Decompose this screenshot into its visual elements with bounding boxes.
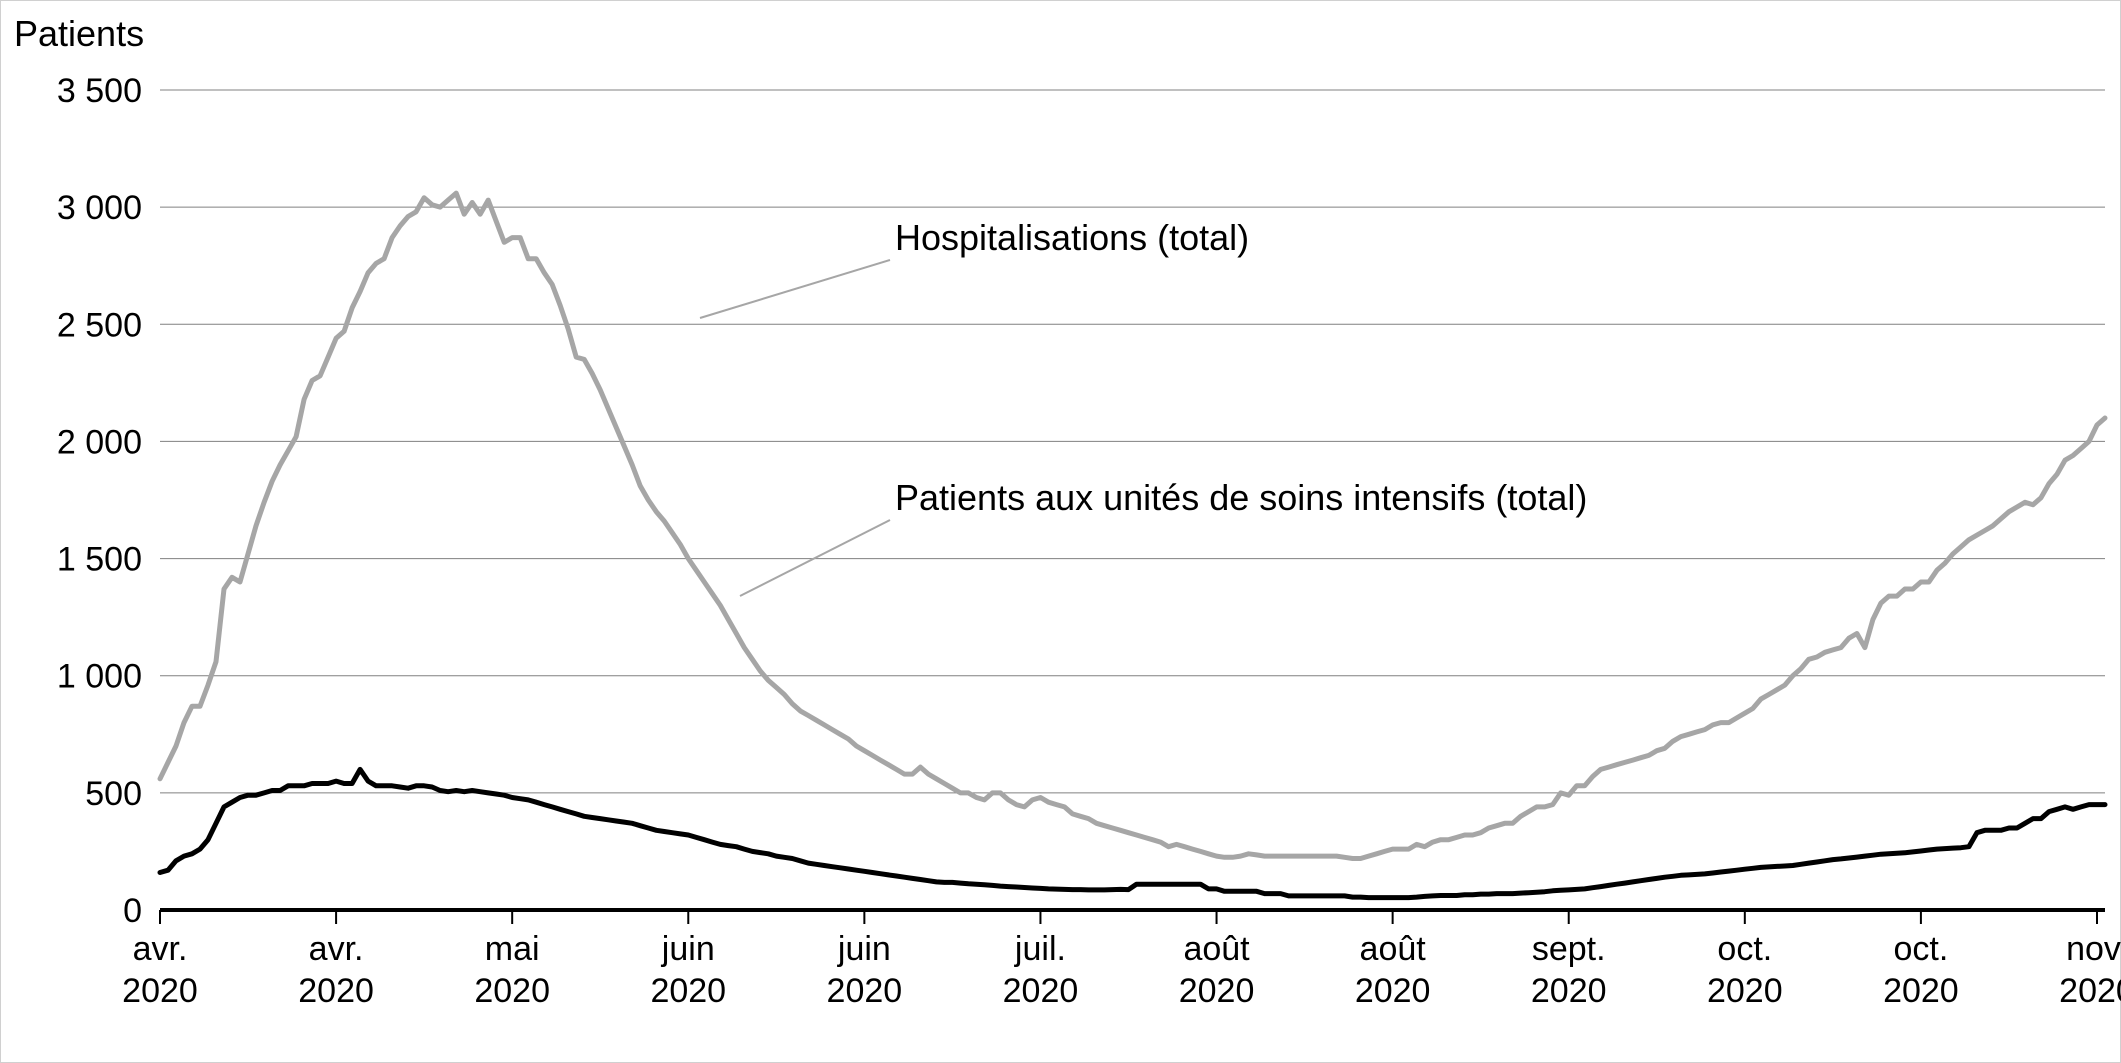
- y-tick-label: 0: [123, 892, 142, 930]
- line-chart: 0 500 1 000 1 500 2 000 2 500 3 000 3 500 avr. 20…: [0, 0, 2121, 1063]
- x-tick-label-year: 2020: [1003, 972, 1079, 1010]
- x-tick-label-year: 2020: [1707, 972, 1783, 1010]
- x-tick-label-month: avr.: [309, 930, 364, 968]
- chart-container: 0 500 1 000 1 500 2 000 2 500 3 000 3 500 avr. 20…: [0, 0, 2121, 1063]
- x-tick-label-year: 2020: [1531, 972, 1607, 1010]
- leader-line: [740, 520, 890, 596]
- x-tick-label-month: oct.: [1717, 930, 1772, 968]
- x-tick-label-month: juin: [837, 930, 891, 968]
- y-axis-title: Patients: [14, 13, 144, 54]
- y-tick-label: 2 500: [57, 306, 142, 344]
- y-tick-label: 2 000: [57, 423, 142, 461]
- leader-line: [700, 260, 890, 318]
- x-tick-label-month: mai: [485, 930, 540, 968]
- y-tick-label: 1 000: [57, 658, 142, 696]
- x-tick-label-year: 2020: [2059, 972, 2121, 1010]
- y-tick-label: 1 500: [57, 541, 142, 579]
- x-tick-label-year: 2020: [298, 972, 374, 1010]
- y-tick-label: 3 500: [57, 72, 142, 110]
- series-line: [160, 193, 2105, 858]
- x-tick-label-month: nov.: [2066, 930, 2121, 968]
- y-tick-label: 3 000: [57, 189, 142, 227]
- x-tick-label-year: 2020: [1179, 972, 1255, 1010]
- x-tick-label-month: juin: [661, 930, 715, 968]
- x-tick-label-year: 2020: [1355, 972, 1431, 1010]
- x-tick-label-month: juil.: [1014, 930, 1066, 968]
- x-tick-label-month: août: [1360, 930, 1427, 968]
- series-label: Hospitalisations (total): [895, 217, 1249, 258]
- y-tick-label: 500: [85, 775, 142, 813]
- x-tick-label-month: avr.: [133, 930, 188, 968]
- x-tick-label-month: sept.: [1532, 930, 1606, 968]
- x-tick-label-year: 2020: [122, 972, 198, 1010]
- x-tick-label-month: août: [1183, 930, 1250, 968]
- x-tick-label-year: 2020: [474, 972, 550, 1010]
- series-label: Patients aux unités de soins intensifs (…: [895, 477, 1587, 518]
- x-tick-label-year: 2020: [650, 972, 726, 1010]
- x-tick-label-year: 2020: [827, 972, 903, 1010]
- x-tick-label-year: 2020: [1883, 972, 1959, 1010]
- x-tick-label-month: oct.: [1893, 930, 1948, 968]
